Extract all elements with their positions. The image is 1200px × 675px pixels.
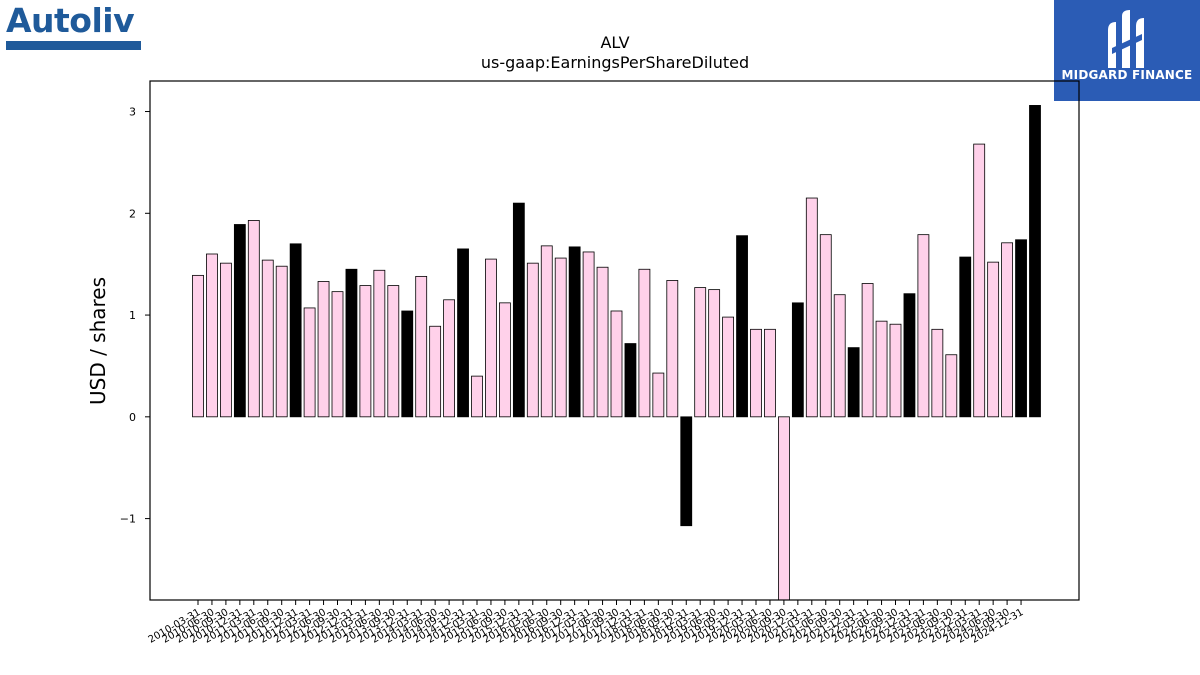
bar — [708, 289, 721, 418]
bar — [624, 343, 637, 418]
bar — [805, 197, 818, 418]
bar — [554, 257, 567, 418]
chart-subtitle: us-gaap:EarningsPerShareDiluted — [481, 53, 749, 72]
y-tick-label: −1 — [120, 513, 136, 526]
chart-title: ALV — [600, 33, 629, 52]
bar — [1001, 242, 1013, 418]
bar — [498, 302, 511, 418]
bar — [875, 320, 888, 418]
bar — [903, 293, 916, 418]
y-axis: −1 0 1 2 3 — [120, 106, 150, 526]
midgard-finance-logo: MIDGARD FINANCE — [1054, 0, 1200, 101]
bar — [275, 265, 288, 418]
bar — [540, 245, 553, 418]
bar — [331, 291, 344, 418]
autoliv-logo-text: Autoliv — [6, 1, 135, 40]
autoliv-logo-bar — [6, 41, 141, 50]
y-tick-label: 1 — [129, 309, 136, 322]
bar — [917, 234, 930, 418]
bars-group — [192, 105, 1041, 601]
bar — [415, 275, 428, 418]
bar — [387, 285, 400, 418]
y-tick-label: 3 — [129, 106, 136, 119]
bar — [778, 416, 790, 601]
bar — [345, 268, 358, 418]
plot-frame — [149, 80, 1080, 601]
bar — [987, 261, 1000, 418]
bar — [206, 253, 218, 418]
bar — [317, 281, 330, 418]
bar — [289, 243, 302, 418]
bar — [443, 299, 456, 418]
bar — [401, 310, 414, 418]
bar — [373, 269, 386, 418]
bar — [568, 246, 581, 418]
bar — [861, 283, 874, 418]
bar — [192, 274, 204, 418]
bar — [526, 262, 539, 418]
y-tick-label: 2 — [129, 207, 136, 220]
bar — [750, 328, 762, 418]
bar — [261, 259, 274, 418]
bar — [596, 266, 609, 418]
bar — [303, 307, 316, 418]
bar — [638, 268, 651, 418]
bar — [931, 328, 944, 418]
midgard-brand-text: MIDGARD FINANCE — [1061, 68, 1193, 82]
bar — [582, 251, 595, 418]
bar — [973, 143, 986, 418]
bar — [359, 285, 372, 418]
bar — [764, 328, 776, 418]
bar — [722, 316, 734, 418]
bar — [680, 416, 693, 527]
bar — [485, 258, 497, 418]
bar — [233, 224, 246, 418]
bar — [610, 310, 623, 418]
bar — [791, 302, 804, 418]
bar — [247, 220, 260, 418]
bar — [694, 287, 707, 418]
bar — [471, 375, 483, 418]
midgard-emblem-icon — [1108, 10, 1144, 68]
bar — [1029, 105, 1041, 418]
x-axis: 2010-03-312010-06-302010-09-302010-12-31… — [147, 600, 1026, 646]
bar — [819, 234, 832, 418]
bar — [429, 325, 442, 418]
bar — [945, 354, 958, 418]
bar — [512, 202, 525, 418]
bar — [959, 256, 972, 418]
bar — [219, 262, 232, 418]
bar — [1015, 239, 1027, 418]
autoliv-logo: Autoliv — [6, 2, 142, 52]
bar — [833, 294, 846, 418]
bar — [847, 347, 860, 418]
bar — [666, 280, 679, 418]
bar — [889, 323, 902, 418]
bar — [652, 372, 665, 418]
y-tick-label: 0 — [129, 411, 136, 424]
bar — [457, 248, 469, 418]
y-axis-label: USD / shares — [86, 277, 110, 405]
bar — [736, 235, 748, 418]
